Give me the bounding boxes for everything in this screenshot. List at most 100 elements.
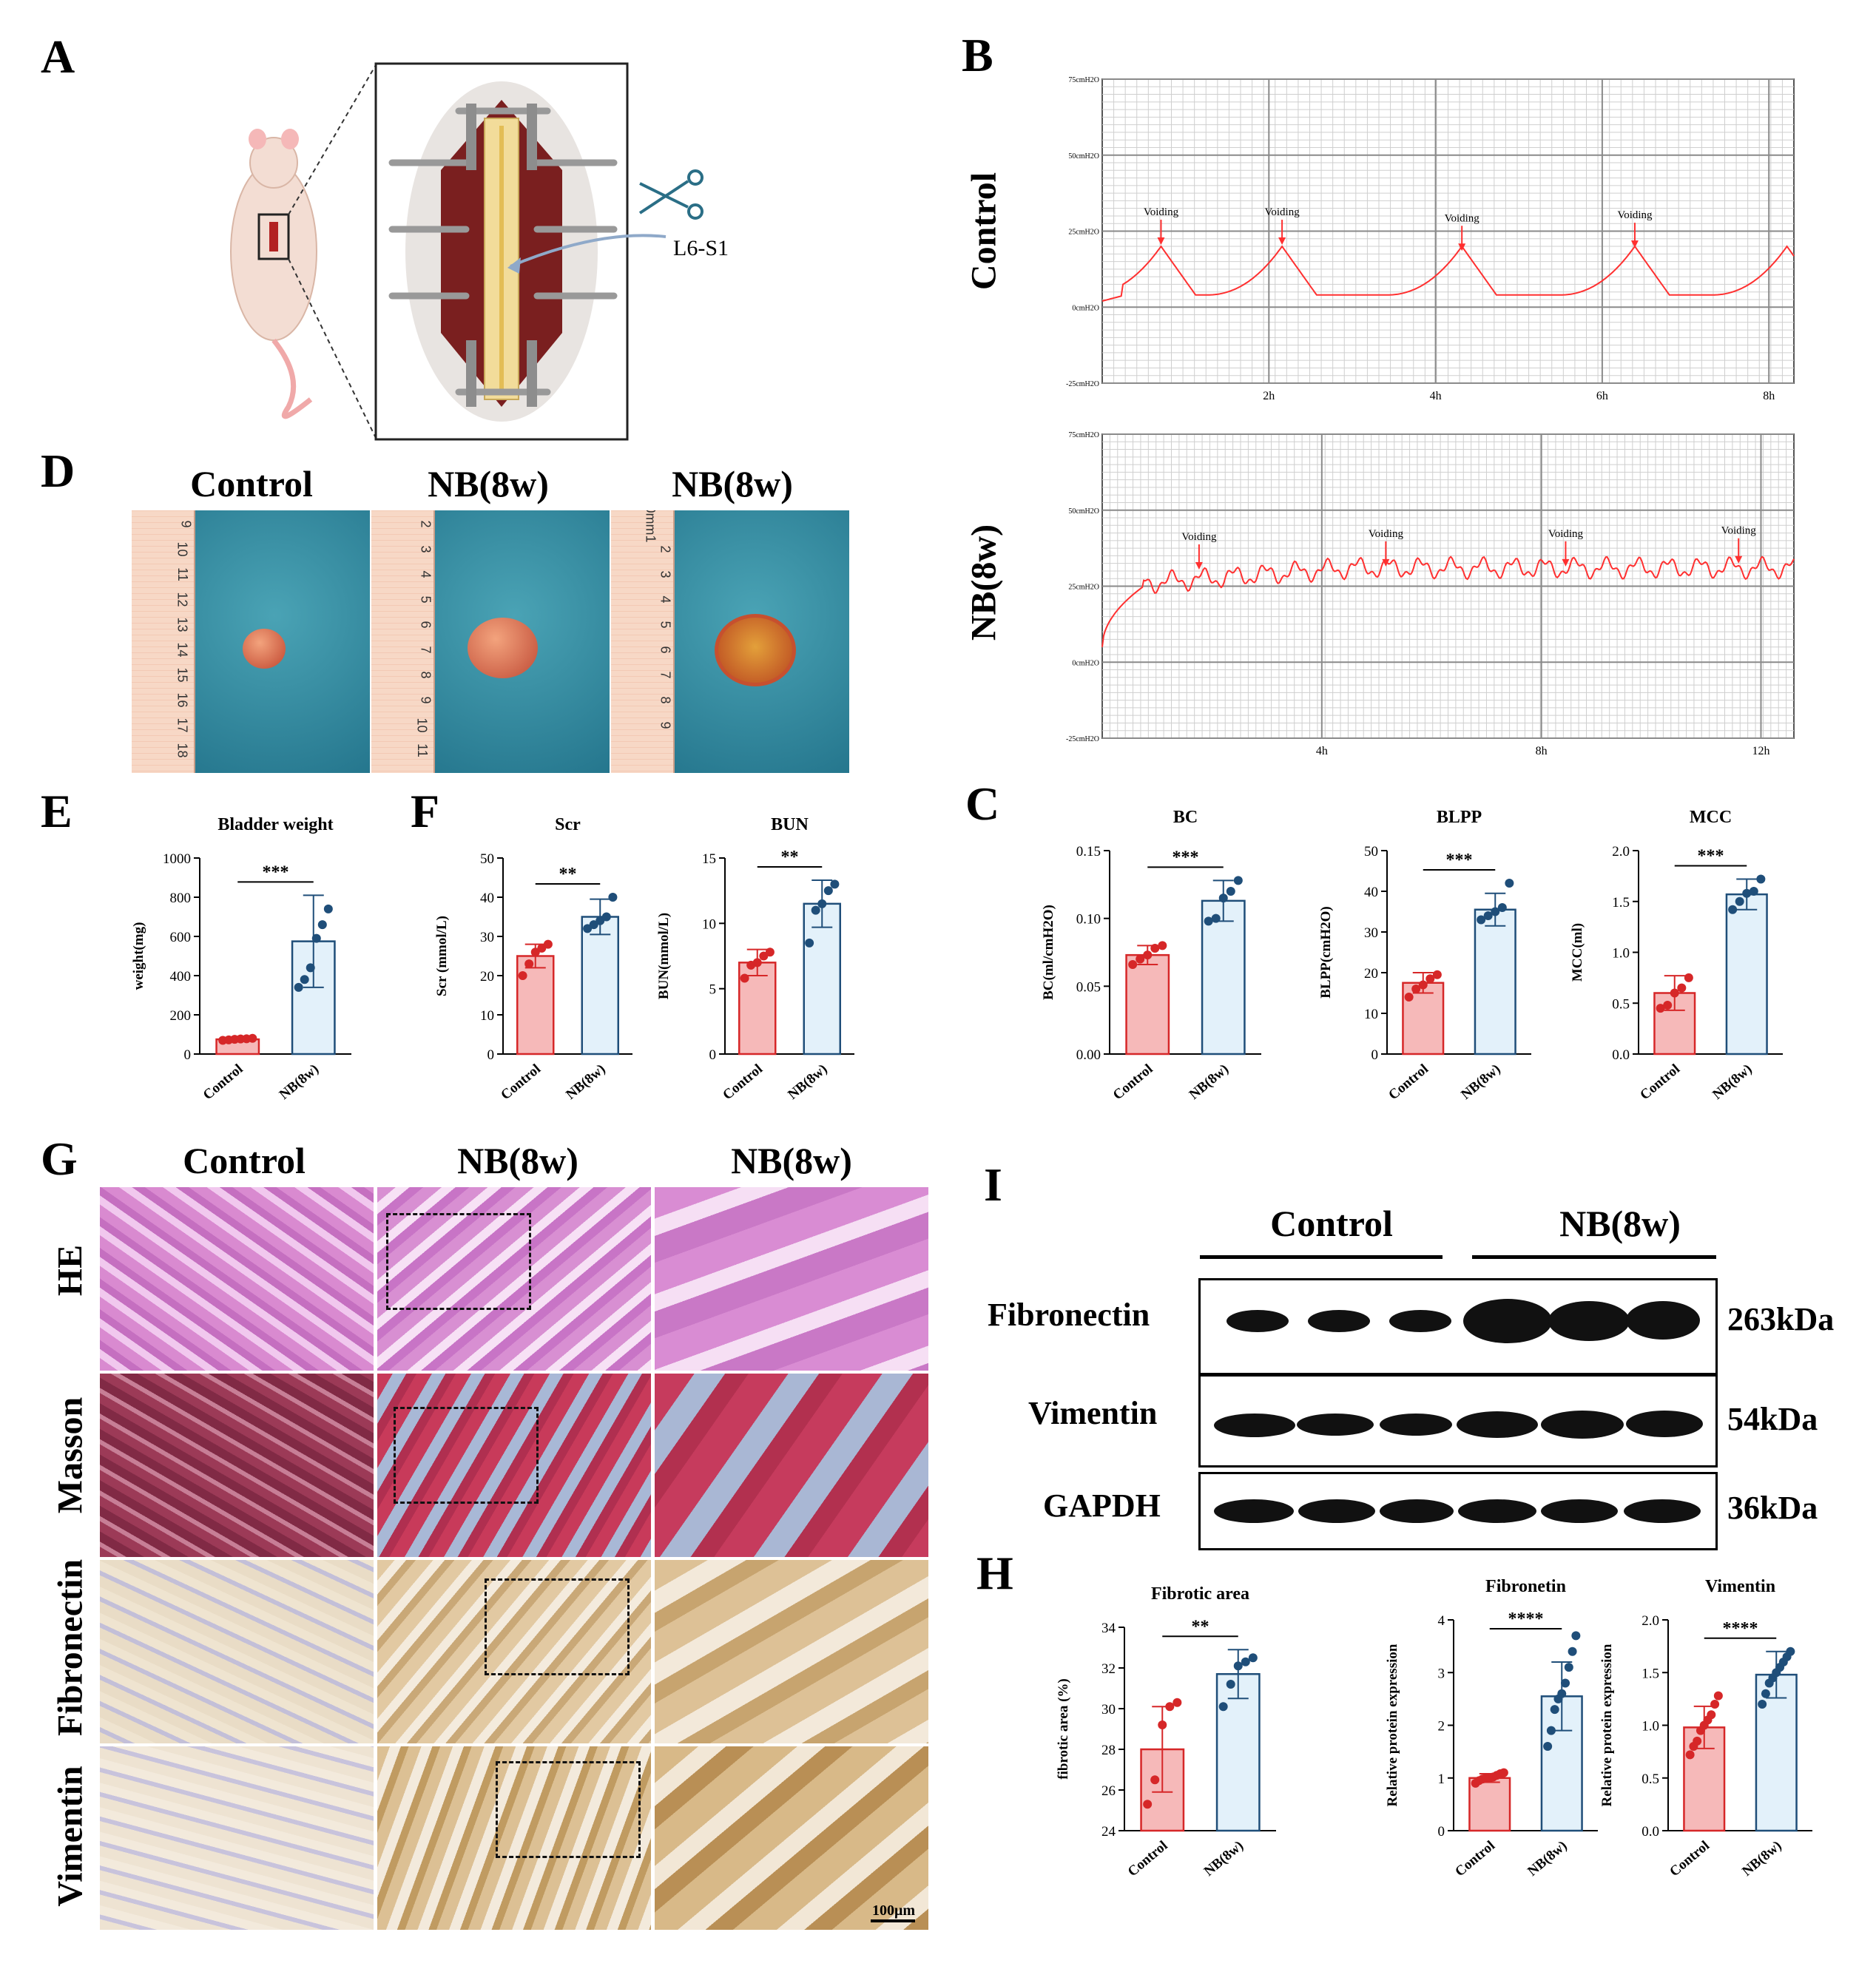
y-axis-label: Relative protein expression (1385, 1644, 1400, 1806)
blot-strip-vimentin (1198, 1374, 1718, 1468)
data-point (823, 886, 833, 896)
data-point (1150, 944, 1160, 953)
histology-he-nb (377, 1187, 651, 1371)
data-point (1226, 1680, 1235, 1689)
bladder-specimen (468, 618, 538, 678)
bar-control (1125, 953, 1170, 1056)
photo-title-control: Control (190, 463, 313, 504)
data-point (1684, 973, 1693, 982)
pressure-trace (1101, 555, 1795, 647)
histology-fibronectin-nb (377, 1560, 651, 1743)
data-point (1713, 1691, 1723, 1700)
rat-illustration (230, 129, 317, 419)
data-point (1735, 896, 1744, 906)
data-point (1550, 1705, 1559, 1715)
significance-label: *** (1446, 851, 1473, 870)
data-point (1143, 1800, 1153, 1809)
data-point (1756, 874, 1766, 884)
zoom-region-box (394, 1407, 539, 1504)
ruler-number: 11 (415, 743, 431, 757)
bar-chart-mcc: MCC 0.0 0.5 1.0 1.5 2.0 MCC(ml) Control NB(8w) **… (1570, 808, 1783, 1104)
chart-title: Fibrotic area (1151, 1584, 1249, 1604)
bar-chart-fibrotic-area: Fibrotic area 24 26 28 30 32 34 fibrotic area (… (1056, 1584, 1276, 1880)
data-point (1158, 941, 1167, 950)
y-tick-label: 40 (1364, 885, 1378, 900)
y-tick-label: 0.15 (1076, 844, 1101, 859)
data-point (300, 975, 309, 984)
chart-title: Scr (555, 815, 581, 834)
ruler-number: 5 (658, 621, 673, 629)
y-tick-label: 0.0 (1642, 1824, 1659, 1840)
y-tick-label: 30 (480, 930, 494, 945)
y-tick-label: 50 (480, 851, 494, 867)
data-point (1241, 1657, 1250, 1666)
data-point (1211, 913, 1221, 923)
histology-he-nb-zoom (655, 1187, 928, 1371)
ruler-number: 13 (175, 617, 190, 632)
voiding-arrowhead (1562, 558, 1570, 567)
data-point (1758, 1700, 1767, 1709)
ruler-number: 6 (658, 646, 673, 654)
data-point (543, 939, 553, 949)
y-tick-label: 1.5 (1642, 1666, 1659, 1681)
y-tick-label: 2.0 (1612, 844, 1630, 859)
cystometry-control-chart: 75cmH2O 50cmH2O 25cmH2O 0cmH2O -25cmH2O 2h 4h 6… (1066, 76, 1795, 402)
ruler-number: 16 (175, 692, 190, 708)
y-tick-label: 32 (1101, 1661, 1116, 1677)
ruler-number: 2 (658, 545, 673, 553)
y-tick-label: 40 (480, 891, 494, 906)
ruler-number: 2 (418, 520, 433, 528)
data-point (1564, 1663, 1573, 1672)
data-point (1128, 960, 1138, 969)
histology-he-control (100, 1187, 374, 1371)
data-point (1158, 1720, 1167, 1729)
ruler: 9 10 11 12 13 14 15 16 17 18 (132, 510, 195, 773)
panel-letter-g: G (41, 1132, 78, 1185)
data-point (1483, 911, 1493, 920)
x-tick-label: Control (498, 1061, 544, 1104)
y-tick-label: 30 (1364, 925, 1378, 941)
x-tick-label: NB(8w) (1187, 1061, 1232, 1103)
data-point (1218, 1702, 1228, 1712)
y-tick-label: 2 (1438, 1719, 1445, 1735)
voiding-annotation: Voiding (1369, 528, 1404, 540)
x-tick-label: Control (1637, 1061, 1683, 1104)
data-point (311, 933, 321, 943)
data-point (1418, 980, 1428, 990)
trace-label-control: Control (964, 172, 1004, 291)
y-tick-label: 0.10 (1076, 912, 1101, 928)
panel-letter-d: D (41, 445, 75, 497)
x-tick-label: NB(8w) (1525, 1838, 1570, 1880)
data-point (1710, 1700, 1720, 1709)
chart-title: Fibronetin (1485, 1577, 1566, 1596)
data-point (1693, 1736, 1702, 1746)
significance-label: *** (1698, 847, 1724, 866)
chart-title: BC (1173, 808, 1198, 827)
voiding-annotation: Voiding (1445, 212, 1480, 224)
group-bar-control (1200, 1255, 1443, 1259)
data-point (1150, 1775, 1160, 1785)
ruler: 0mm1 2 3 4 5 6 7 8 9 (611, 510, 675, 773)
x-tick-label: Control (1125, 1838, 1171, 1880)
y-tick-label: 3 (1438, 1666, 1445, 1681)
ruler-number: 7 (658, 671, 673, 679)
surgery-schematic: L6-S1 (230, 62, 729, 441)
y-axis-label: fibrotic area (%) (1056, 1678, 1071, 1779)
voiding-annotation: Voiding (1617, 209, 1653, 221)
y-axis-label: Relative protein expression (1599, 1644, 1615, 1806)
data-point (1663, 1001, 1673, 1010)
chart-title: BLPP (1437, 808, 1482, 827)
bladder-photo-nb-2: 0mm1 2 3 4 5 6 7 8 9 (611, 510, 849, 773)
data-point (294, 982, 303, 992)
y-tick-label: 25cmH2O (1068, 229, 1099, 237)
panel-letter-f: F (411, 785, 440, 837)
significance-label: *** (263, 862, 289, 882)
significance-label: ** (559, 865, 577, 884)
voiding-arrowhead (1195, 561, 1203, 570)
y-tick-label: 1000 (163, 851, 191, 867)
y-tick-label: 0cmH2O (1072, 659, 1099, 667)
scale-bar-label: 100μm (872, 1902, 915, 1919)
ruler-number: 18 (175, 743, 190, 758)
histology-col-title-nb: NB(8w) (457, 1140, 578, 1181)
y-tick-label: 800 (170, 891, 192, 906)
